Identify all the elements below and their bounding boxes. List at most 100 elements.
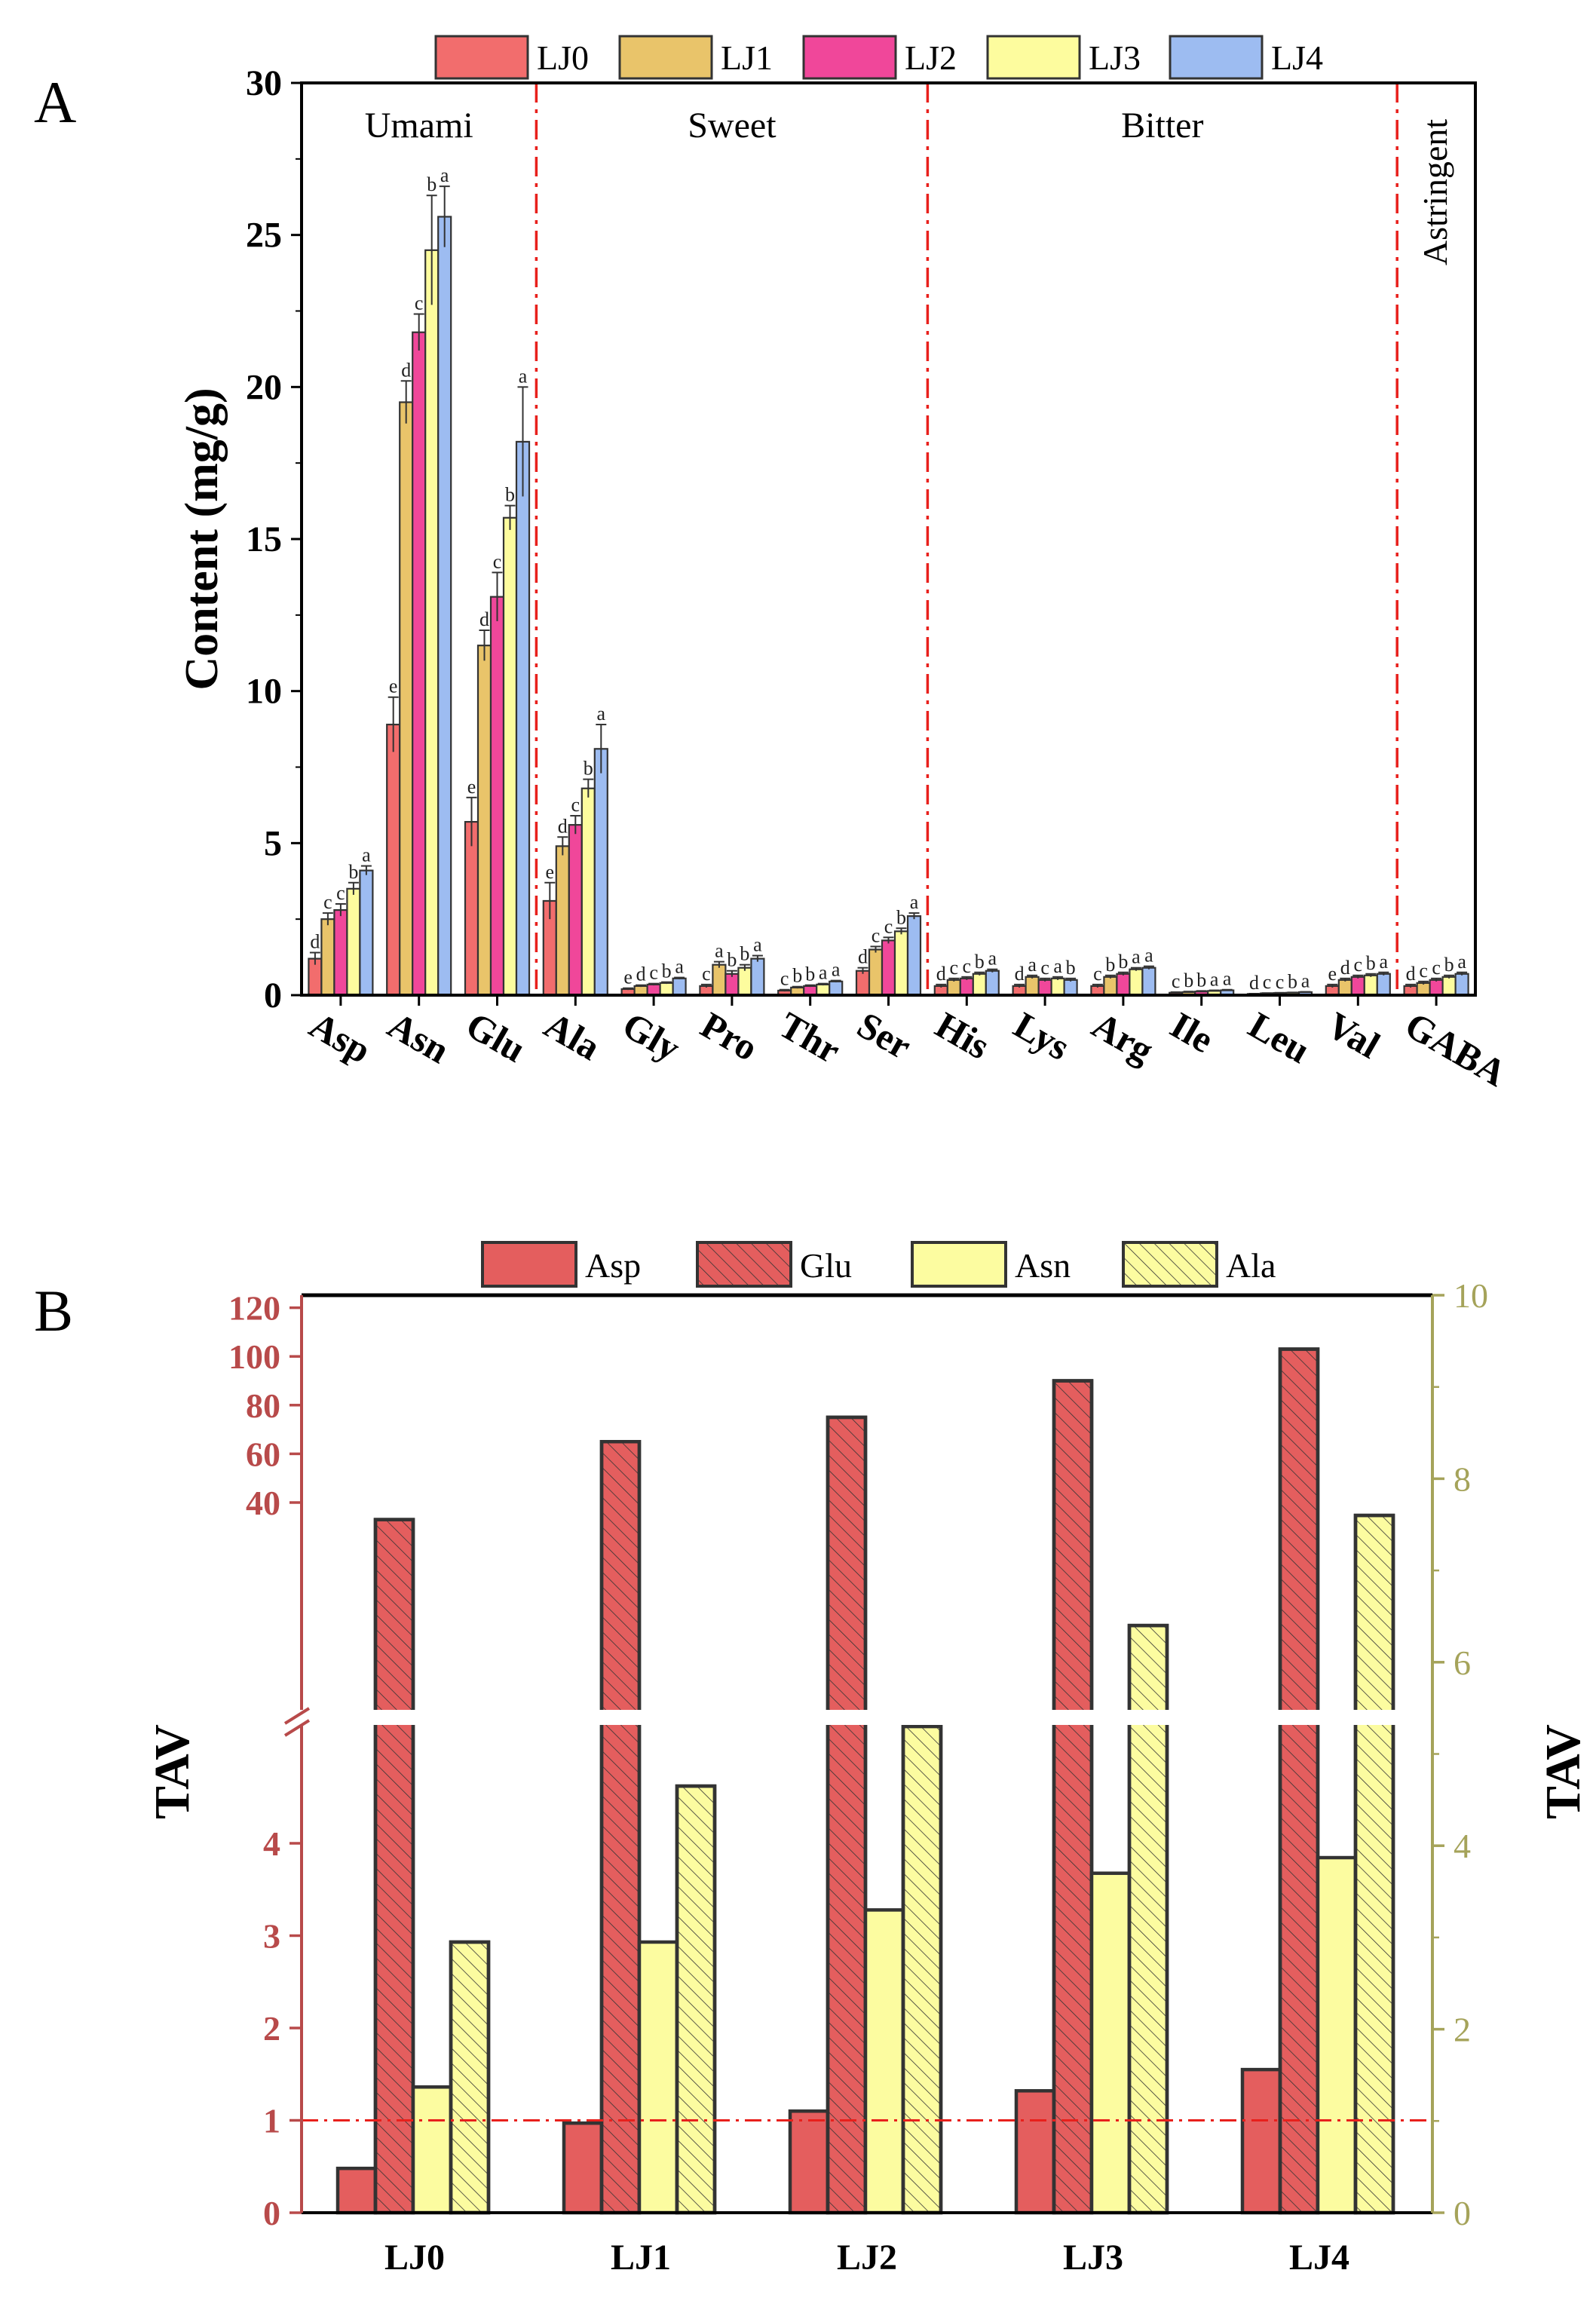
x-tick-label-pro: Pro [694, 1003, 765, 1069]
letter-lys-lj4: b [1066, 957, 1076, 979]
letter-gaba-lj4: a [1457, 951, 1466, 973]
bar-arg-lj1 [1103, 976, 1118, 997]
letter-arg-lj4: a [1144, 945, 1153, 967]
bar-asp-lj2 [333, 908, 348, 997]
letter-val-lj2: c [1354, 954, 1363, 976]
bar-glu-lj4 [515, 440, 531, 997]
x-tick-label-lj4: LJ4 [1289, 2238, 1349, 2278]
letter-pro-lj0: c [702, 963, 711, 985]
letter-glu-lj3: b [505, 484, 515, 506]
letter-his-lj1: c [950, 957, 959, 979]
bar-gaba-lj4 [1454, 973, 1469, 997]
bar-lj0-glu-hatch [373, 1518, 415, 2215]
chart-b-y-label: TAV [145, 1724, 200, 1819]
letter-ala-lj1: d [558, 815, 568, 837]
left-tick-label-60: 60 [246, 1435, 280, 1473]
x-tick-label-lj3: LJ3 [1063, 2238, 1123, 2278]
bar-pro-lj1 [712, 963, 727, 997]
x-tick-label-val: Val [1320, 1003, 1387, 1067]
bar-gaba-lj1 [1416, 982, 1431, 997]
legend-swatch-lj4 [1169, 35, 1264, 80]
letter-arg-lj1: b [1105, 954, 1115, 976]
letter-val-lj0: e [1328, 963, 1337, 985]
right-tick-label-8: 8 [1454, 1460, 1471, 1498]
legend-label-lj2: LJ2 [905, 38, 957, 77]
bar-his-lj1 [946, 979, 961, 997]
group-label-bitter: Bitter [1121, 106, 1203, 146]
left-tick-label-4: 4 [263, 1824, 280, 1863]
letter-val-lj4: a [1380, 951, 1389, 973]
legend-label-asp: Asp [585, 1246, 641, 1285]
chart-b: Asp Glu Asn Ala 0 1 2 3 4 40 60 80 100 120 0 2 4 6 8 10 L… [145, 1241, 1591, 2278]
bar-lj1-asn [637, 1940, 679, 2215]
y-tick-label-10: 10 [246, 672, 282, 712]
bar-asn-lj2 [412, 331, 427, 997]
legend-label-lj0: LJ0 [537, 38, 589, 77]
bar-lys-lj3 [1050, 977, 1065, 997]
letter-gaba-lj2: c [1432, 957, 1441, 979]
x-tick-label-his: His [929, 1003, 997, 1068]
legend-label-lj3: LJ3 [1089, 38, 1141, 77]
legend-label-asn: Asn [1015, 1246, 1071, 1285]
letter-leu-lj1: c [1263, 971, 1272, 993]
letter-ser-lj4: a [910, 891, 919, 913]
x-tick-label-lj1: LJ1 [611, 2238, 671, 2278]
panel-b-label: B [34, 1278, 73, 1343]
letter-leu-lj3: b [1288, 970, 1297, 992]
letter-asn-lj2: c [415, 293, 424, 314]
letter-ile-lj0: c [1172, 970, 1181, 992]
letter-ala-lj0: e [546, 861, 555, 883]
bar-glu-lj3 [502, 516, 518, 997]
bar-ala-lj3 [581, 787, 596, 997]
letter-ala-lj2: c [571, 794, 581, 816]
bar-lj1-glu-hatch [599, 1440, 642, 2215]
letter-lys-lj0: d [1015, 963, 1025, 985]
x-tick-label-lj2: LJ2 [837, 2238, 897, 2278]
chart-a-y-axis: 0 5 10 15 20 25 30 [246, 63, 302, 1016]
letter-arg-lj2: b [1118, 951, 1128, 973]
bar-lj1-ala-hatch [675, 1784, 717, 2215]
x-tick-label-ile: Ile [1163, 1003, 1221, 1061]
group-label-sweet: Sweet [688, 106, 777, 146]
right-tick-label-4: 4 [1454, 1827, 1471, 1865]
legend-label-lj1: LJ1 [721, 38, 773, 77]
x-tick-label-thr: Thr [772, 1003, 847, 1071]
bar-arg-lj3 [1129, 968, 1144, 997]
letter-arg-lj3: a [1132, 946, 1141, 968]
bar-val-lj4 [1376, 973, 1391, 997]
axis-break-mark-2 [283, 1719, 311, 1737]
x-tick-label-gaba: GABA [1398, 1003, 1514, 1095]
bar-asn-lj3 [424, 249, 440, 997]
y-tick-label-15: 15 [246, 519, 282, 559]
bar-his-lj4 [985, 970, 1000, 997]
x-tick-label-ser: Ser [850, 1003, 919, 1068]
axis-break-gap [291, 1710, 1432, 1725]
bar-ser-lj1 [868, 948, 884, 997]
chart-a-legend: LJ0 LJ1 LJ2 LJ3 LJ4 [434, 35, 1323, 80]
legend-swatch-asn [911, 1241, 1007, 1288]
letter-pro-lj4: a [753, 934, 762, 956]
legend-swatch-lj0 [434, 35, 529, 80]
axis-break-mark-1 [283, 1707, 311, 1725]
letter-asp-lj1: c [323, 891, 332, 913]
letter-leu-lj2: c [1276, 971, 1285, 993]
letter-ser-lj2: c [884, 915, 893, 937]
group-label-astringent: Astringent [1416, 119, 1454, 265]
letter-pro-lj1: a [715, 940, 724, 962]
right-tick-label-0: 0 [1454, 2194, 1471, 2232]
letter-gaba-lj0: d [1406, 963, 1416, 985]
bar-asp-lj3 [346, 887, 361, 997]
bar-lys-lj1 [1025, 976, 1040, 997]
bar-lys-lj2 [1037, 979, 1052, 997]
letter-ala-lj3: b [584, 758, 593, 780]
letter-gaba-lj3: b [1444, 954, 1454, 976]
right-tick-label-2: 2 [1454, 2011, 1471, 2049]
letter-leu-lj4: a [1301, 970, 1310, 992]
chart-a-x-axis: Asp Asn Glu Ala Gly Pro Thr Ser His Lys Arg Ile Leu V… [302, 995, 1514, 1095]
bar-asp-lj1 [320, 918, 335, 997]
letter-ala-lj4: a [597, 703, 606, 725]
bar-lys-lj4 [1063, 979, 1078, 997]
